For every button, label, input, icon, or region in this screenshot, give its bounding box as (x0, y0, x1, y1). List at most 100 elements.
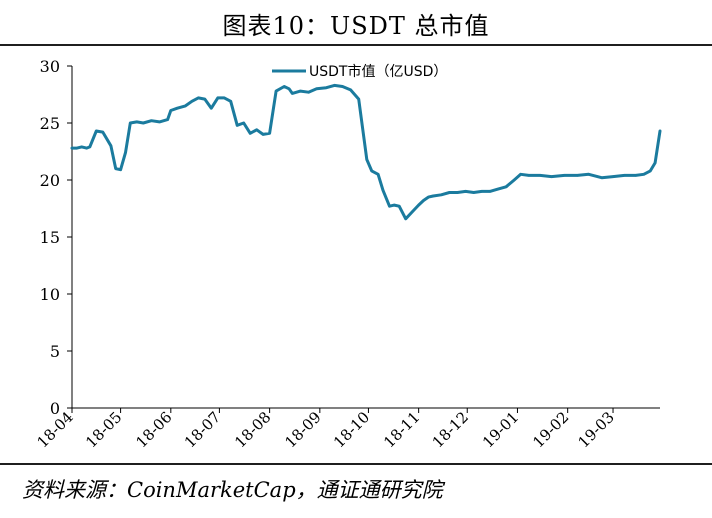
data-point (658, 129, 662, 133)
data-point (388, 205, 391, 208)
data-point (538, 174, 542, 177)
data-point (242, 121, 245, 125)
x-tick-label: 18-05 (82, 408, 125, 451)
data-point (274, 89, 278, 93)
data-point (184, 104, 187, 108)
data-point (190, 100, 194, 103)
data-point (135, 120, 138, 124)
data-point (519, 173, 522, 176)
x-tick-label: 19-03 (575, 408, 618, 451)
data-point (88, 145, 92, 149)
data-point (527, 174, 530, 177)
legend-label: USDT市值（亿USD） (309, 63, 447, 80)
data-point (282, 85, 286, 88)
data-point (268, 132, 271, 135)
data-point (150, 119, 153, 122)
series-layer (70, 83, 662, 221)
data-point (393, 203, 396, 207)
data-point (410, 210, 414, 214)
data-point (440, 193, 443, 197)
data-point (223, 96, 226, 100)
data-point (634, 174, 637, 177)
data-point (287, 87, 291, 90)
data-point (109, 144, 113, 147)
data-point (357, 97, 360, 101)
data-point (623, 174, 626, 177)
data-point (349, 88, 352, 92)
data-point (248, 132, 252, 135)
data-point (210, 106, 213, 110)
data-point (101, 130, 104, 134)
y-tick-label: 15 (40, 228, 60, 247)
data-point (587, 173, 590, 176)
chart-title: 图表10：USDT 总市值 (222, 12, 490, 40)
y-tick-label: 10 (40, 285, 60, 304)
data-point (504, 185, 508, 189)
data-point (114, 167, 117, 170)
y-tick-label: 30 (40, 57, 60, 76)
data-point (325, 86, 328, 89)
x-tick-labels: 18-04 18-05 18-06 18-07 18-08 18-09 18-10 18-11… (34, 408, 618, 451)
line-chart: 0 5 10 15 20 25 30 18-04 18-05 18-06 18-07 18-08 18… (34, 57, 662, 451)
data-point (70, 146, 74, 150)
data-point (158, 120, 161, 124)
data-point (480, 190, 484, 193)
y-tick-labels: 0 5 10 15 20 25 30 (40, 57, 60, 418)
data-point (142, 121, 145, 125)
data-point (197, 96, 200, 100)
legend: USDT市值（亿USD） (272, 63, 447, 80)
data-point (229, 100, 232, 103)
source-divider (0, 463, 712, 465)
y-tick-label: 25 (40, 114, 60, 133)
data-point (448, 191, 451, 194)
data-point (333, 84, 336, 87)
data-point (365, 158, 369, 161)
data-point (236, 124, 239, 127)
data-point (456, 191, 459, 194)
y-tick-label: 0 (50, 399, 60, 418)
data-point (129, 121, 132, 125)
data-point (80, 145, 83, 149)
x-tick-label: 19-02 (529, 408, 572, 451)
data-point (550, 175, 553, 178)
data-point (315, 87, 318, 90)
data-point (417, 203, 420, 207)
data-point (404, 217, 407, 220)
data-point (427, 195, 430, 199)
x-tick-label: 18-11 (380, 408, 423, 451)
data-point (642, 173, 646, 176)
data-point (291, 92, 294, 95)
y-tick-label: 20 (40, 171, 60, 190)
data-point (176, 106, 179, 110)
x-tick-label: 18-08 (231, 408, 274, 451)
x-tick-label: 18-06 (132, 408, 175, 451)
data-point (203, 97, 207, 101)
data-point (472, 191, 475, 194)
data-point (653, 161, 657, 165)
data-point (119, 168, 122, 171)
data-point (576, 174, 579, 177)
data-point (422, 199, 425, 202)
data-point (166, 118, 169, 121)
data-point (75, 146, 79, 150)
data-point (341, 85, 344, 88)
y-tick-label: 5 (50, 342, 60, 361)
data-point (169, 109, 173, 112)
data-point (216, 96, 219, 100)
title-divider (0, 44, 712, 46)
data-point (432, 194, 435, 198)
data-point (649, 169, 652, 173)
data-point (124, 151, 127, 154)
source-note: 资料来源：CoinMarketCap，通证通研究院 (22, 478, 443, 502)
data-point (261, 133, 265, 136)
data-point (488, 190, 492, 193)
data-point (95, 129, 98, 133)
data-point (307, 91, 310, 94)
data-point (464, 190, 467, 193)
x-tick-label: 18-07 (181, 408, 224, 451)
data-point (381, 189, 385, 192)
data-point (376, 173, 380, 176)
data-point (600, 176, 603, 179)
axes (67, 65, 660, 413)
data-point (563, 174, 566, 177)
